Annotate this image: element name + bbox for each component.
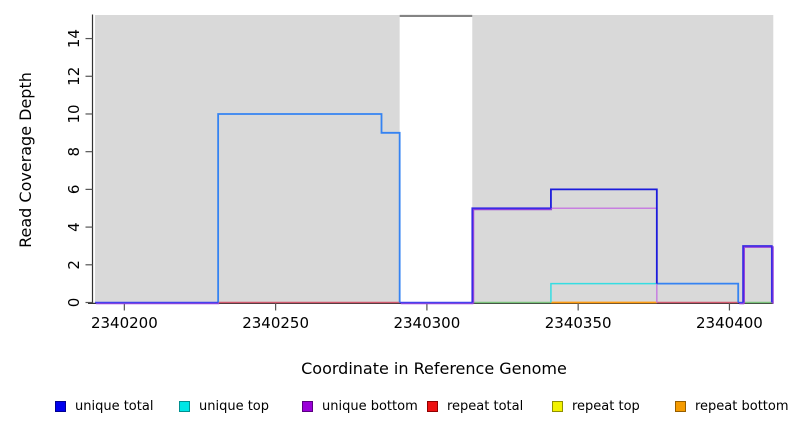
x-tick-label: 2340300 [393,314,460,332]
legend-item-repeat-bottom: repeat bottom [675,398,789,414]
x-tick-label: 2340250 [242,314,309,332]
x-axis-title: Coordinate in Reference Genome [301,359,567,378]
legend-label-repeat-total: repeat total [447,398,524,414]
legend-label-unique-bottom: unique bottom [322,398,418,414]
legend-label-repeat-top: repeat top [572,398,640,414]
x-tick-label: 2340350 [545,314,612,332]
legend-label-repeat-bottom: repeat bottom [695,398,789,414]
line-total-box-10 [217,113,401,303]
legend-swatch-icon-unique-top [179,400,190,412]
x-tick-label: 2340400 [696,314,763,332]
y-tick-label: 4 [65,222,83,232]
y-tick-label: 12 [65,67,83,86]
legend-item-unique-total: unique total [55,398,153,414]
line-box-3-shadow [743,246,774,304]
y-tick-label: 8 [65,147,83,157]
line-rise-5-shadow [472,208,553,304]
legend-item-repeat-top: repeat top [552,398,640,414]
line-unique-top-step [550,282,657,303]
legend-swatch-icon-unique-total [55,400,66,412]
line-total-seg-1 [656,282,740,303]
line-box-3 [742,245,773,303]
legend-item-repeat-total: repeat total [427,398,523,414]
y-tick-label: 6 [65,185,83,195]
line-rise-5 [471,207,551,303]
legend-swatch-icon-repeat-total [427,400,438,412]
y-tick-label: 2 [65,260,83,270]
legend-label-unique-top: unique top [199,398,270,414]
y-tick-label: 10 [65,104,83,123]
legend-swatch-icon-unique-bottom [302,400,313,412]
legend-item-unique-bottom: unique bottom [302,398,418,414]
y-tick-label: 14 [65,29,83,48]
legend-swatch-icon-repeat-bottom [675,400,686,412]
line-total-box-6 [550,188,658,284]
legend-label-unique-total: unique total [75,398,154,414]
covered-region [472,15,774,304]
legend-swatch-icon-repeat-top [552,400,563,412]
legend-item-unique-top: unique top [179,398,269,414]
covered-region [95,15,400,304]
y-tick-label: 0 [65,298,83,308]
y-axis-title: Read Coverage Depth [16,72,35,248]
x-tick-label: 2340200 [91,314,158,332]
